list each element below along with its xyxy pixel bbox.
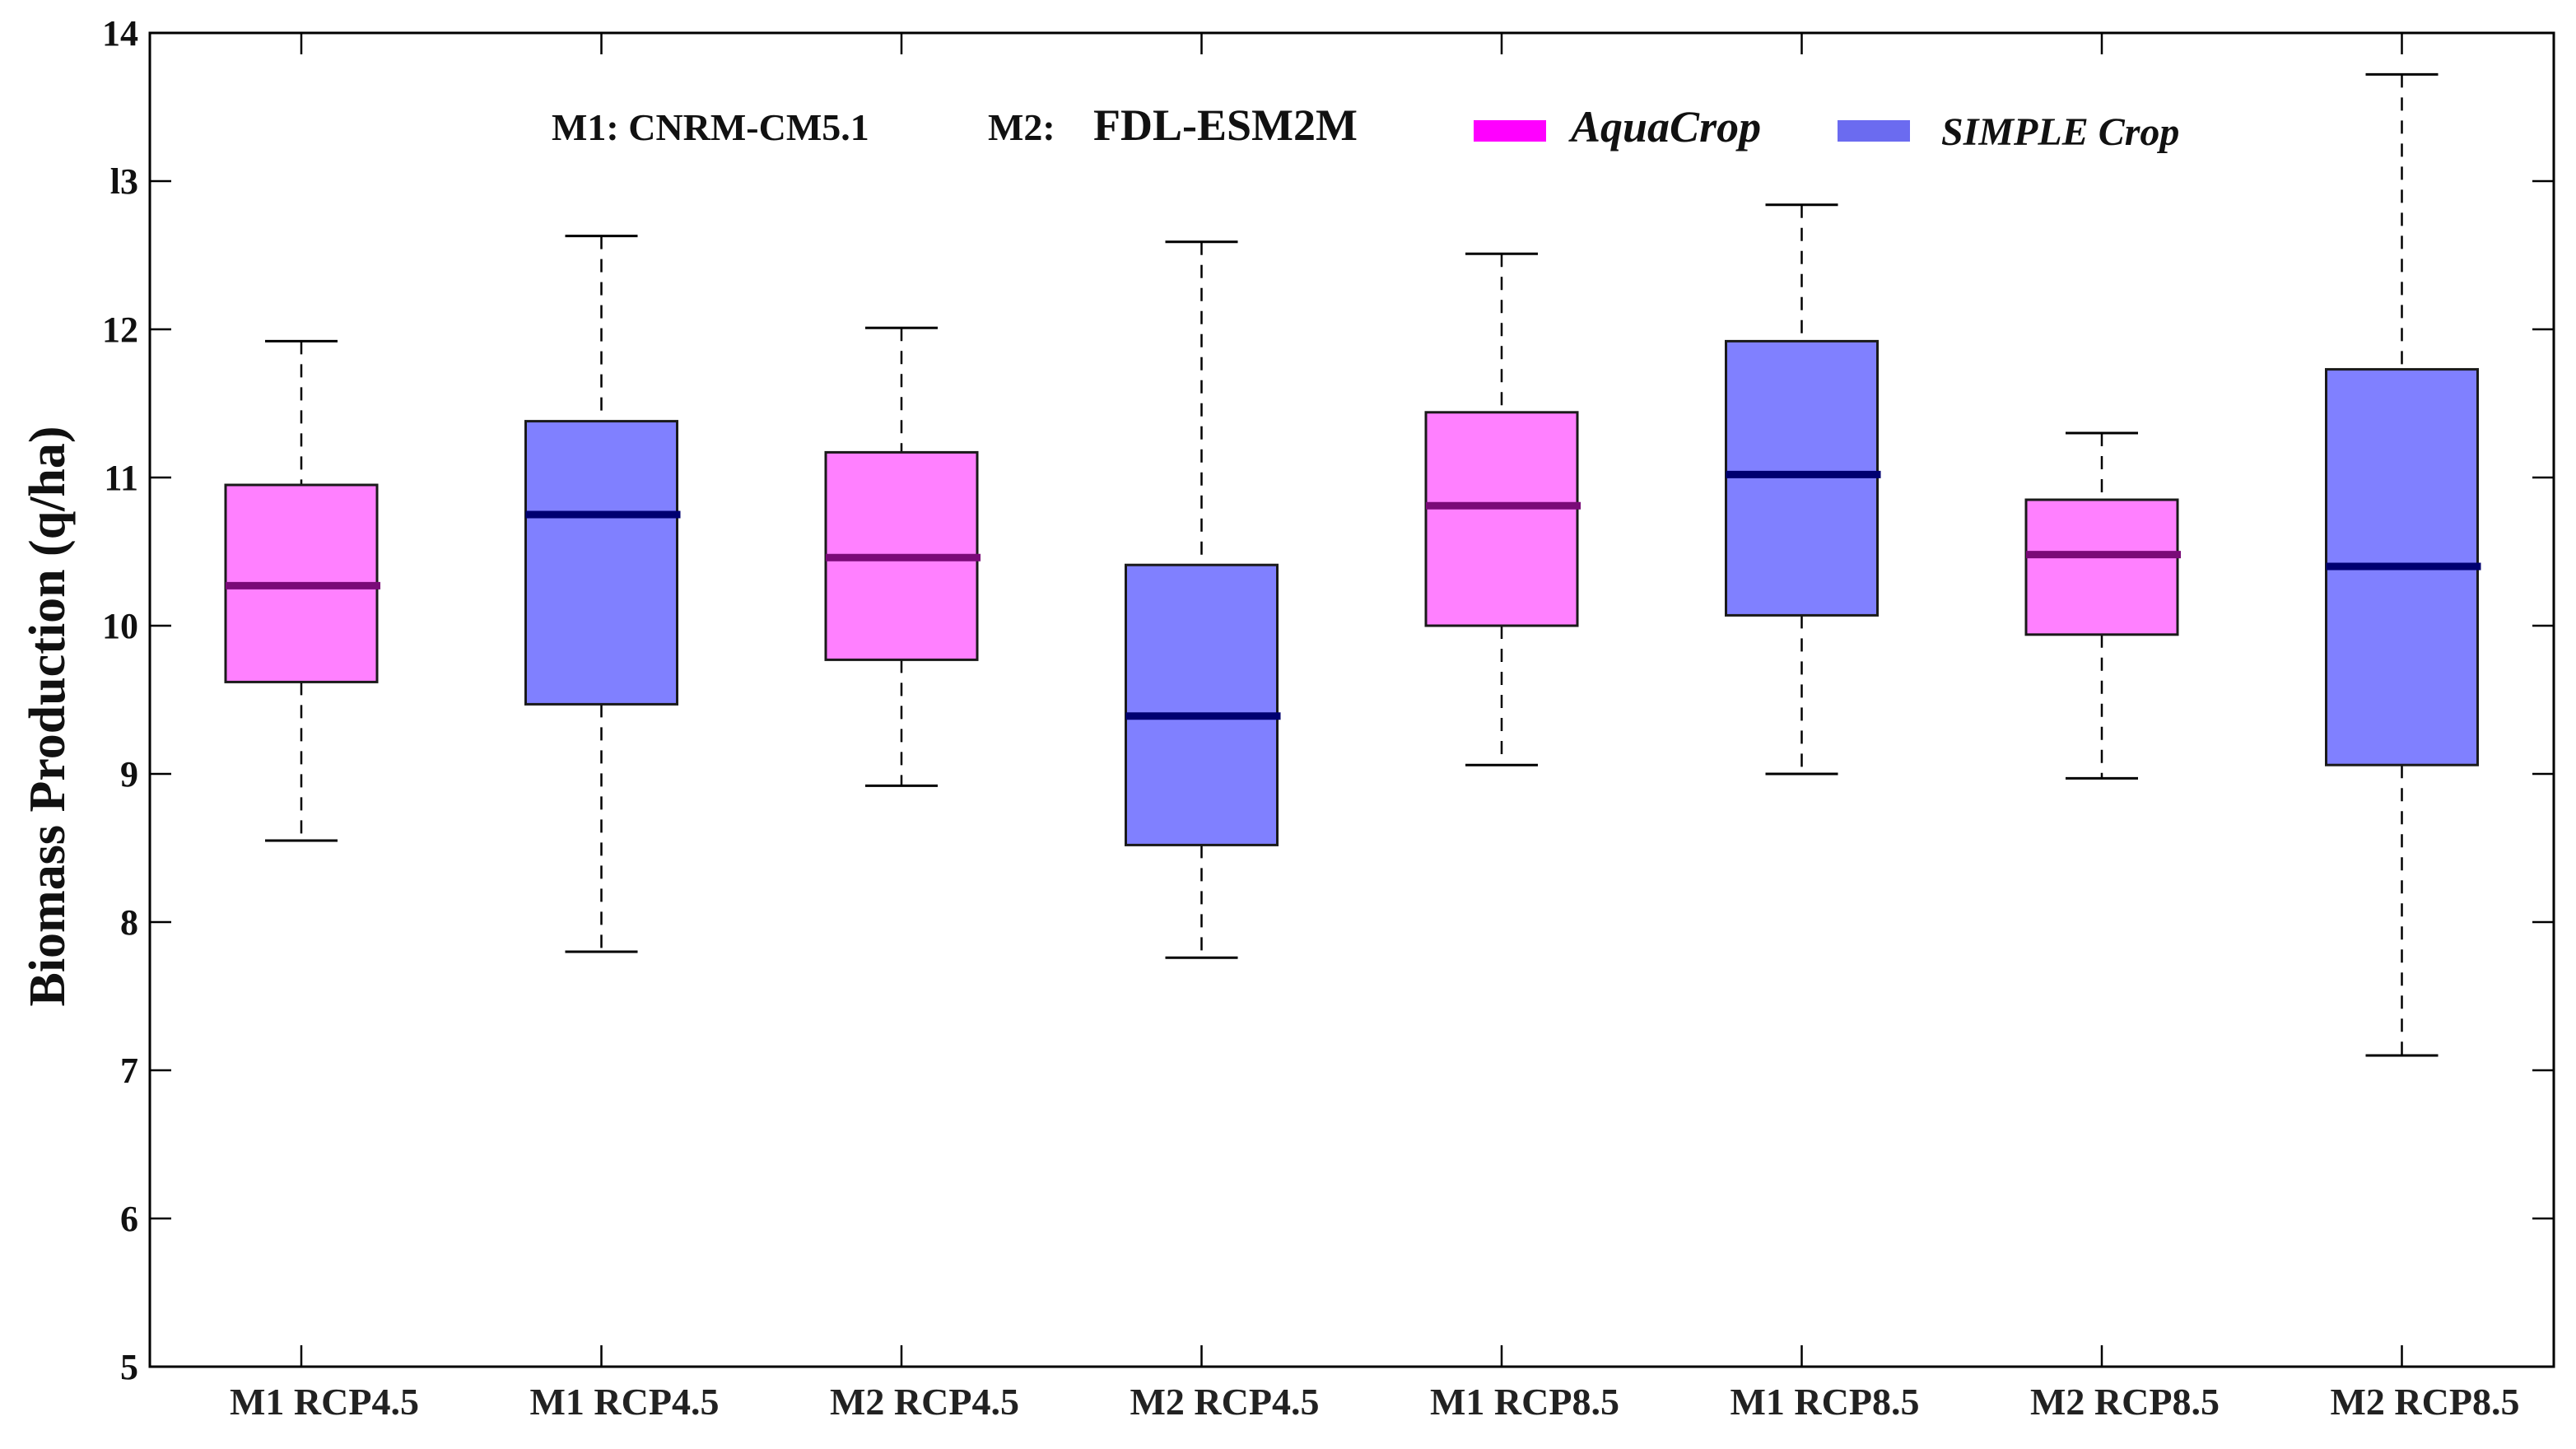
y-tick-label: 12 (102, 310, 138, 350)
box-iqr (524, 420, 678, 706)
x-axis: M1 RCP4.5 M1 RCP4.5 M2 RCP4.5 M2 RCP4.5 M1 R… (230, 33, 2519, 1423)
x-category-label: M2 RCP8.5 (2331, 1381, 2520, 1423)
x-category-label: M1 RCP4.5 (530, 1381, 720, 1423)
legend-label-aquacrop: AquaCrop (1568, 102, 1761, 151)
y-tick-label: 6 (120, 1199, 138, 1239)
y-axis-label: Biomass Production (q/ha) (20, 426, 76, 1006)
box-8 (2325, 72, 2481, 1057)
x-category-label: M1 RCP4.5 (230, 1381, 419, 1423)
model-annotation: M1: CNRM-CM5.1 M2: FDL-ESM2M (552, 100, 1358, 150)
y-tick-label: 10 (102, 606, 138, 646)
x-category-label: M2 RCP8.5 (2030, 1381, 2220, 1423)
box-5 (1424, 252, 1581, 766)
y-tick-label: 14 (102, 13, 138, 54)
x-category-label: M1 RCP8.5 (1430, 1381, 1619, 1423)
x-category-label: M2 RCP4.5 (1130, 1381, 1320, 1423)
y-tick-label: 8 (120, 902, 138, 943)
box-4 (1125, 240, 1281, 959)
model-m2-prefix: M2: (988, 106, 1055, 148)
legend-swatch-simple-crop (1838, 120, 1910, 142)
box-iqr (1125, 563, 1279, 846)
box-iqr (1424, 411, 1579, 627)
legend: AquaCrop SIMPLE Crop (1474, 102, 2179, 154)
box-6 (1725, 203, 1881, 776)
y-tick-label: 11 (104, 458, 138, 498)
box-1 (224, 339, 380, 842)
y-tick-label: 9 (120, 754, 138, 794)
x-category-label: M2 RCP4.5 (830, 1381, 1019, 1423)
legend-swatch-aquacrop (1474, 120, 1546, 142)
y-tick-label: 7 (120, 1051, 138, 1091)
model-m1-label: M1: CNRM-CM5.1 (552, 106, 869, 148)
model-m2-label: FDL-ESM2M (1093, 100, 1358, 150)
plot-area (148, 31, 2555, 1368)
box-3 (824, 326, 981, 787)
box-series (224, 72, 2481, 1057)
box-2 (524, 235, 681, 953)
y-tick-label: 5 (120, 1347, 138, 1387)
y-tick-label: l3 (110, 161, 138, 202)
box-7 (2024, 431, 2181, 780)
y-axis: 5 6 7 8 9 10 11 12 l3 14 (102, 13, 2554, 1387)
x-category-label: M1 RCP8.5 (1731, 1381, 1920, 1423)
box-iqr (2024, 498, 2179, 636)
legend-label-simple-crop: SIMPLE Crop (1941, 110, 2179, 154)
